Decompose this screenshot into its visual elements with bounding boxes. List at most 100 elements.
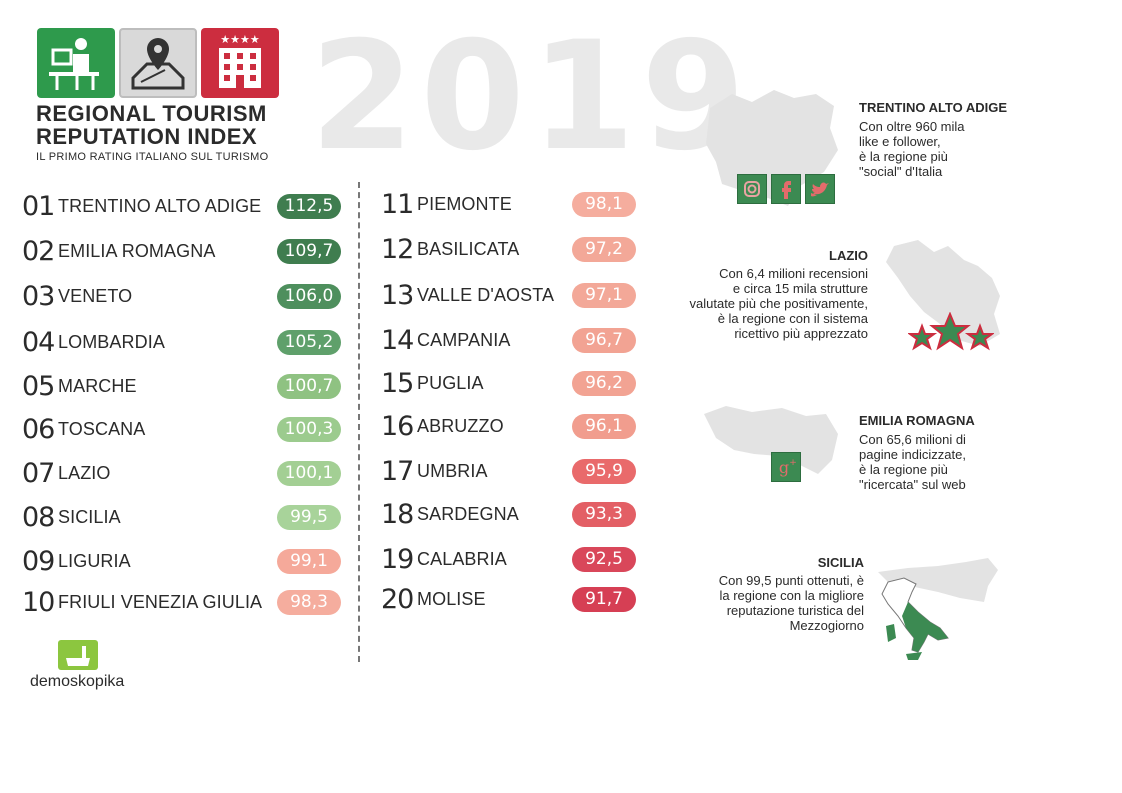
region-name: CALABRIA [417,548,507,569]
facebook-icon [771,174,801,204]
region-name: LOMBARDIA [58,331,165,352]
rank-number: 07 [22,457,55,489]
star-icon [908,323,938,351]
italy-map-icon [881,577,949,660]
score-badge: 96,7 [572,328,636,353]
ranking-row: 20 MOLISE [381,583,486,615]
ranking-row: 08 SICILIA [22,501,121,533]
region-name: MARCHE [58,375,137,396]
score-badge: 97,1 [572,283,636,308]
sicilia-map-icon [878,558,998,602]
score-badge: 98,1 [572,192,636,217]
region-name: EMILIA ROMAGNA [58,240,216,261]
map-pin-icon [119,28,197,98]
region-name: PUGLIA [417,372,484,393]
ranking-row: 18 SARDEGNA [381,498,519,530]
rank-number: 09 [22,545,55,577]
rank-number: 10 [22,586,55,618]
rank-number: 16 [381,410,414,442]
rank-number: 13 [381,279,414,311]
trentino-text: Con oltre 960 mila like e follower, è la… [859,119,965,179]
ranking-row: 16 ABRUZZO [381,410,504,442]
ranking-row: 01 TRENTINO ALTO ADIGE [22,190,262,222]
ranking-row: 12 BASILICATA [381,234,520,265]
emilia-title: EMILIA ROMAGNA [859,413,975,428]
lazio-text: Con 6,4 milioni recensioni e circa 15 mi… [689,266,869,341]
lazio-stars [908,312,994,351]
rank-number: 15 [381,367,414,399]
rank-number: 18 [381,498,414,530]
hotel-building-icon: ★★★★ [201,28,279,98]
column-divider [358,182,360,662]
ranking-row: 03 VENETO [22,280,133,312]
lazio-map-icon [886,240,1000,346]
ranking-row: 15 PUGLIA [381,367,484,399]
ranking-row: 14 CAMPANIA [381,324,510,356]
ranking-row: 13 VALLE D'AOSTA [381,279,555,311]
rank-number: 05 [22,370,55,402]
emilia-map-icon [704,406,838,474]
demoskopika-logo-text: demoskopika [30,673,125,690]
region-name: ABRUZZO [417,415,504,436]
lazio-title: LAZIO [829,248,868,263]
region-name: SICILIA [58,506,121,527]
year-watermark: 2019 [310,10,752,184]
instagram-icon [737,174,767,204]
star-icon [929,312,971,351]
desk-worker-icon [37,28,115,98]
brand-subtitle: IL PRIMO RATING ITALIANO SUL TURISMO [36,151,269,163]
region-name: FRIULI VENEZIA GIULIA [58,591,263,612]
region-name: VENETO [58,285,133,306]
svg-text:★★★★: ★★★★ [220,33,260,46]
ranking-row: 06 TOSCANA [22,414,146,445]
ranking-row: 19 CALABRIA [381,544,507,575]
score-badge: 96,2 [572,371,636,396]
demoskopika-logo-icon [58,640,98,670]
rank-number: 17 [381,455,414,487]
score-badge: 95,9 [572,459,636,484]
emilia-text: Con 65,6 milioni di pagine indicizzate, … [859,432,966,492]
score-badge: 92,5 [572,547,636,572]
svg-text:g: g [779,458,789,477]
rank-number: 08 [22,501,55,533]
rank-number: 03 [22,280,55,312]
sicilia-text: Con 99,5 punti ottenuti, è la regione co… [718,573,864,633]
score-badge: 105,2 [277,330,341,355]
score-badge: 112,5 [277,194,341,219]
score-badge: 93,3 [572,502,636,527]
ranking-row: 04 LOMBARDIA [22,326,165,358]
score-badge: 106,0 [277,284,341,309]
region-name: MOLISE [417,588,486,609]
ranking-row: 09 LIGURIA [22,545,131,577]
ranking-row: 07 LAZIO [22,457,111,489]
rank-number: 11 [381,188,414,220]
score-badge: 99,1 [277,549,341,574]
svg-text:+: + [789,458,797,468]
region-name: TOSCANA [58,418,146,439]
region-name: BASILICATA [417,238,520,259]
twitter-icon [805,174,835,204]
sicilia-title: SICILIA [817,555,864,570]
score-badge: 100,3 [277,417,341,442]
score-badge: 91,7 [572,587,636,612]
score-badge: 109,7 [277,239,341,264]
rank-number: 14 [381,324,414,356]
region-name: SARDEGNA [417,503,519,524]
region-name: TRENTINO ALTO ADIGE [58,195,262,216]
score-badge: 99,5 [277,505,341,530]
ranking-row: 02 EMILIA ROMAGNA [22,235,216,267]
rank-number: 02 [22,235,55,267]
score-badge: 97,2 [572,237,636,262]
ranking-row: 11 PIEMONTE [381,188,512,220]
region-name: LAZIO [58,462,111,483]
star-icon [964,323,994,351]
google-plus-icon: g + [771,452,801,482]
ranking-row: 10 FRIULI VENEZIA GIULIA [22,586,263,618]
rank-number: 04 [22,326,55,358]
region-name: VALLE D'AOSTA [417,284,555,305]
region-name: LIGURIA [58,550,131,571]
rank-number: 01 [22,190,55,222]
rank-number: 20 [381,583,414,615]
trentino-title: TRENTINO ALTO ADIGE [859,100,1008,115]
ranking-row: 17 UMBRIA [381,455,488,487]
